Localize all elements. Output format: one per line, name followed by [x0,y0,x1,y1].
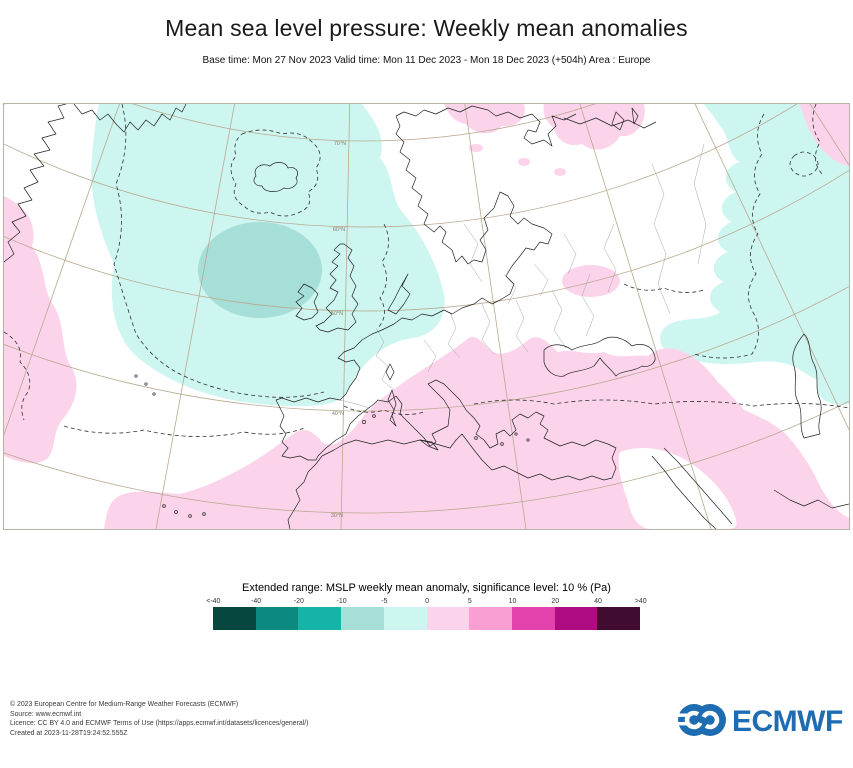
map-subtitle: Base time: Mon 27 Nov 2023 Valid time: M… [202,55,651,66]
legend-tick: -10 [336,598,347,605]
legend-tick: <-40 [206,598,221,605]
legend-color-step [341,607,384,630]
legend-color-step [554,607,598,630]
legend-tick: 5 [467,598,472,605]
legend-color-step [426,607,470,630]
legend-tick: -20 [293,598,304,605]
footer-attribution: © 2023 European Centre for Medium-Range … [10,700,308,738]
legend-tick: >40 [634,598,647,605]
legend-color-step [383,607,427,630]
legend-tick-labels: <-40 -40 -20 -10 -5 0 5 10 20 40 >40 [192,598,662,605]
coastlines [4,104,849,529]
legend-colorbar [213,607,641,630]
legend-color-step [298,607,342,630]
map-canvas: 70°N 60°N 50°N 40°N 30°N [4,104,849,529]
legend-color-step [469,607,512,630]
legend-tick: -40 [251,598,262,605]
latitude-label-70n: 70°N [334,141,346,147]
legend-color-step [511,607,555,630]
graticule-labels: 70°N 60°N 50°N 40°N 30°N [331,141,346,519]
ecmwf-logo: ECMWF [676,701,846,741]
anomaly-map: 70°N 60°N 50°N 40°N 30°N [3,103,850,530]
legend-tick: 40 [594,598,602,605]
white-gap-region [618,448,737,529]
footer-source: Source: www.ecmwf.int [10,710,82,718]
graticule-lines [4,104,849,529]
legend-tick: 10 [508,598,517,605]
negative-anomaly-core [198,222,322,318]
latitude-label-30n: 30°N [331,513,343,519]
latitude-label-50n: 50°N [331,311,343,317]
ecmwf-logo-wordmark: ECMWF [732,705,843,738]
footer-created: Created at 2023-11-28T19:24:52.555Z [10,729,128,737]
page-title: Mean sea level pressure: Weekly mean ano… [165,15,688,41]
ecmwf-logo-icon [676,704,726,736]
significance-contours [4,104,849,437]
legend-tick: -5 [381,598,388,605]
legend-title: Extended range: MSLP weekly mean anomaly… [242,582,611,594]
latitude-label-40n: 40°N [332,411,344,417]
legend-tick: 0 [425,598,429,605]
legend-color-step [213,607,256,630]
legend-color-step [597,607,641,630]
footer-licence: Licence: CC BY 4.0 and ECMWF Terms of Us… [10,720,309,728]
country-borders [339,143,707,409]
footer-copyright: © 2023 European Centre for Medium-Range … [10,701,239,708]
latitude-label-60n: 60°N [333,227,345,233]
legend-tick: 20 [551,598,560,605]
legend-color-step [255,607,299,630]
